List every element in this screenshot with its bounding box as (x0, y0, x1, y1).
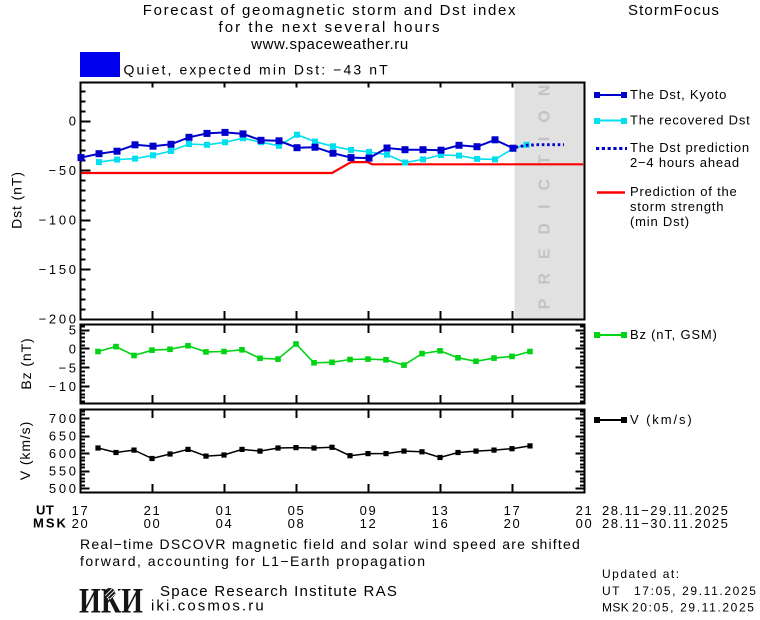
svg-text:21: 21 (576, 503, 594, 518)
svg-text:13: 13 (432, 503, 450, 518)
svg-text:V (km/s): V (km/s) (630, 412, 694, 427)
svg-text:Dst (nT): Dst (nT) (8, 171, 24, 229)
svg-text:21: 21 (144, 503, 162, 518)
svg-text:−150: −150 (39, 262, 79, 277)
svg-text:−10: −10 (49, 379, 79, 394)
svg-text:500: 500 (49, 481, 79, 496)
svg-text:20: 20 (72, 516, 90, 531)
svg-text:UT: UT (36, 503, 54, 518)
svg-text:17: 17 (504, 503, 522, 518)
svg-text:550: 550 (49, 464, 79, 479)
svg-text:The Dst, Kyoto: The Dst, Kyoto (630, 87, 727, 102)
svg-text:0: 0 (69, 341, 79, 356)
svg-text:08: 08 (288, 516, 306, 531)
svg-text:16: 16 (432, 516, 450, 531)
svg-text:00: 00 (576, 516, 594, 531)
svg-text:StormFocus: StormFocus (628, 2, 720, 19)
svg-text:MSK: MSK (33, 516, 68, 531)
svg-text:for the next several hours: for the next several hours (218, 19, 441, 36)
svg-text:700: 700 (49, 411, 79, 426)
svg-text:forward, accounting for L1−Ear: forward, accounting for L1−Earth propaga… (80, 553, 426, 569)
svg-text:PREDICTION: PREDICTION (537, 71, 554, 310)
svg-text:2−4 hours ahead: 2−4 hours ahead (630, 155, 740, 170)
svg-text:−200: −200 (39, 312, 79, 327)
svg-text:12: 12 (360, 516, 378, 531)
svg-text:Bz (nT, GSM): Bz (nT, GSM) (630, 327, 718, 342)
svg-text:iki.cosmos.ru: iki.cosmos.ru (151, 598, 266, 615)
svg-text:650: 650 (49, 429, 79, 444)
svg-text:20: 20 (504, 516, 522, 531)
svg-text:28.11−30.11.2025: 28.11−30.11.2025 (602, 516, 729, 531)
svg-text:V (km/s): V (km/s) (17, 421, 33, 480)
svg-text:17:05, 29.11.2025: 17:05, 29.11.2025 (634, 584, 758, 598)
svg-text:05: 05 (288, 503, 306, 518)
svg-text:MSK: MSK (602, 601, 629, 615)
svg-text:Prediction of the: Prediction of the (630, 184, 738, 199)
svg-text:5: 5 (69, 323, 79, 338)
svg-text:00: 00 (144, 516, 162, 531)
svg-text:Space Research Institute RAS: Space Research Institute RAS (160, 583, 398, 600)
svg-text:28.11−29.11.2025: 28.11−29.11.2025 (602, 503, 729, 518)
svg-text:Forecast of geomagnetic storm: Forecast of geomagnetic storm and Dst in… (143, 2, 517, 19)
svg-text:20:05, 29.11.2025: 20:05, 29.11.2025 (632, 601, 756, 615)
svg-text:17: 17 (72, 503, 90, 518)
svg-text:−5: −5 (58, 360, 78, 375)
svg-text:04: 04 (216, 516, 234, 531)
svg-text:−100: −100 (39, 213, 79, 228)
svg-text:0: 0 (69, 114, 79, 129)
svg-text:01: 01 (216, 503, 234, 518)
svg-text:−50: −50 (49, 163, 79, 178)
svg-text:Quiet, expected min Dst: −43 n: Quiet, expected min Dst: −43 nT (124, 62, 390, 78)
svg-text:(min Dst): (min Dst) (630, 214, 690, 229)
svg-text:09: 09 (360, 503, 378, 518)
svg-text:The recovered Dst: The recovered Dst (630, 113, 751, 128)
svg-text:storm strength: storm strength (630, 199, 724, 214)
svg-text:www.spaceweather.ru: www.spaceweather.ru (250, 36, 409, 53)
svg-text:Bz (nT): Bz (nT) (18, 337, 34, 389)
svg-text:UT: UT (602, 584, 621, 598)
svg-text:Updated at:: Updated at: (602, 567, 681, 581)
svg-text:600: 600 (49, 446, 79, 461)
svg-text:Real−time DSCOVR magnetic fiel: Real−time DSCOVR magnetic field and sola… (80, 536, 581, 552)
svg-text:The Dst prediction: The Dst prediction (630, 140, 750, 155)
